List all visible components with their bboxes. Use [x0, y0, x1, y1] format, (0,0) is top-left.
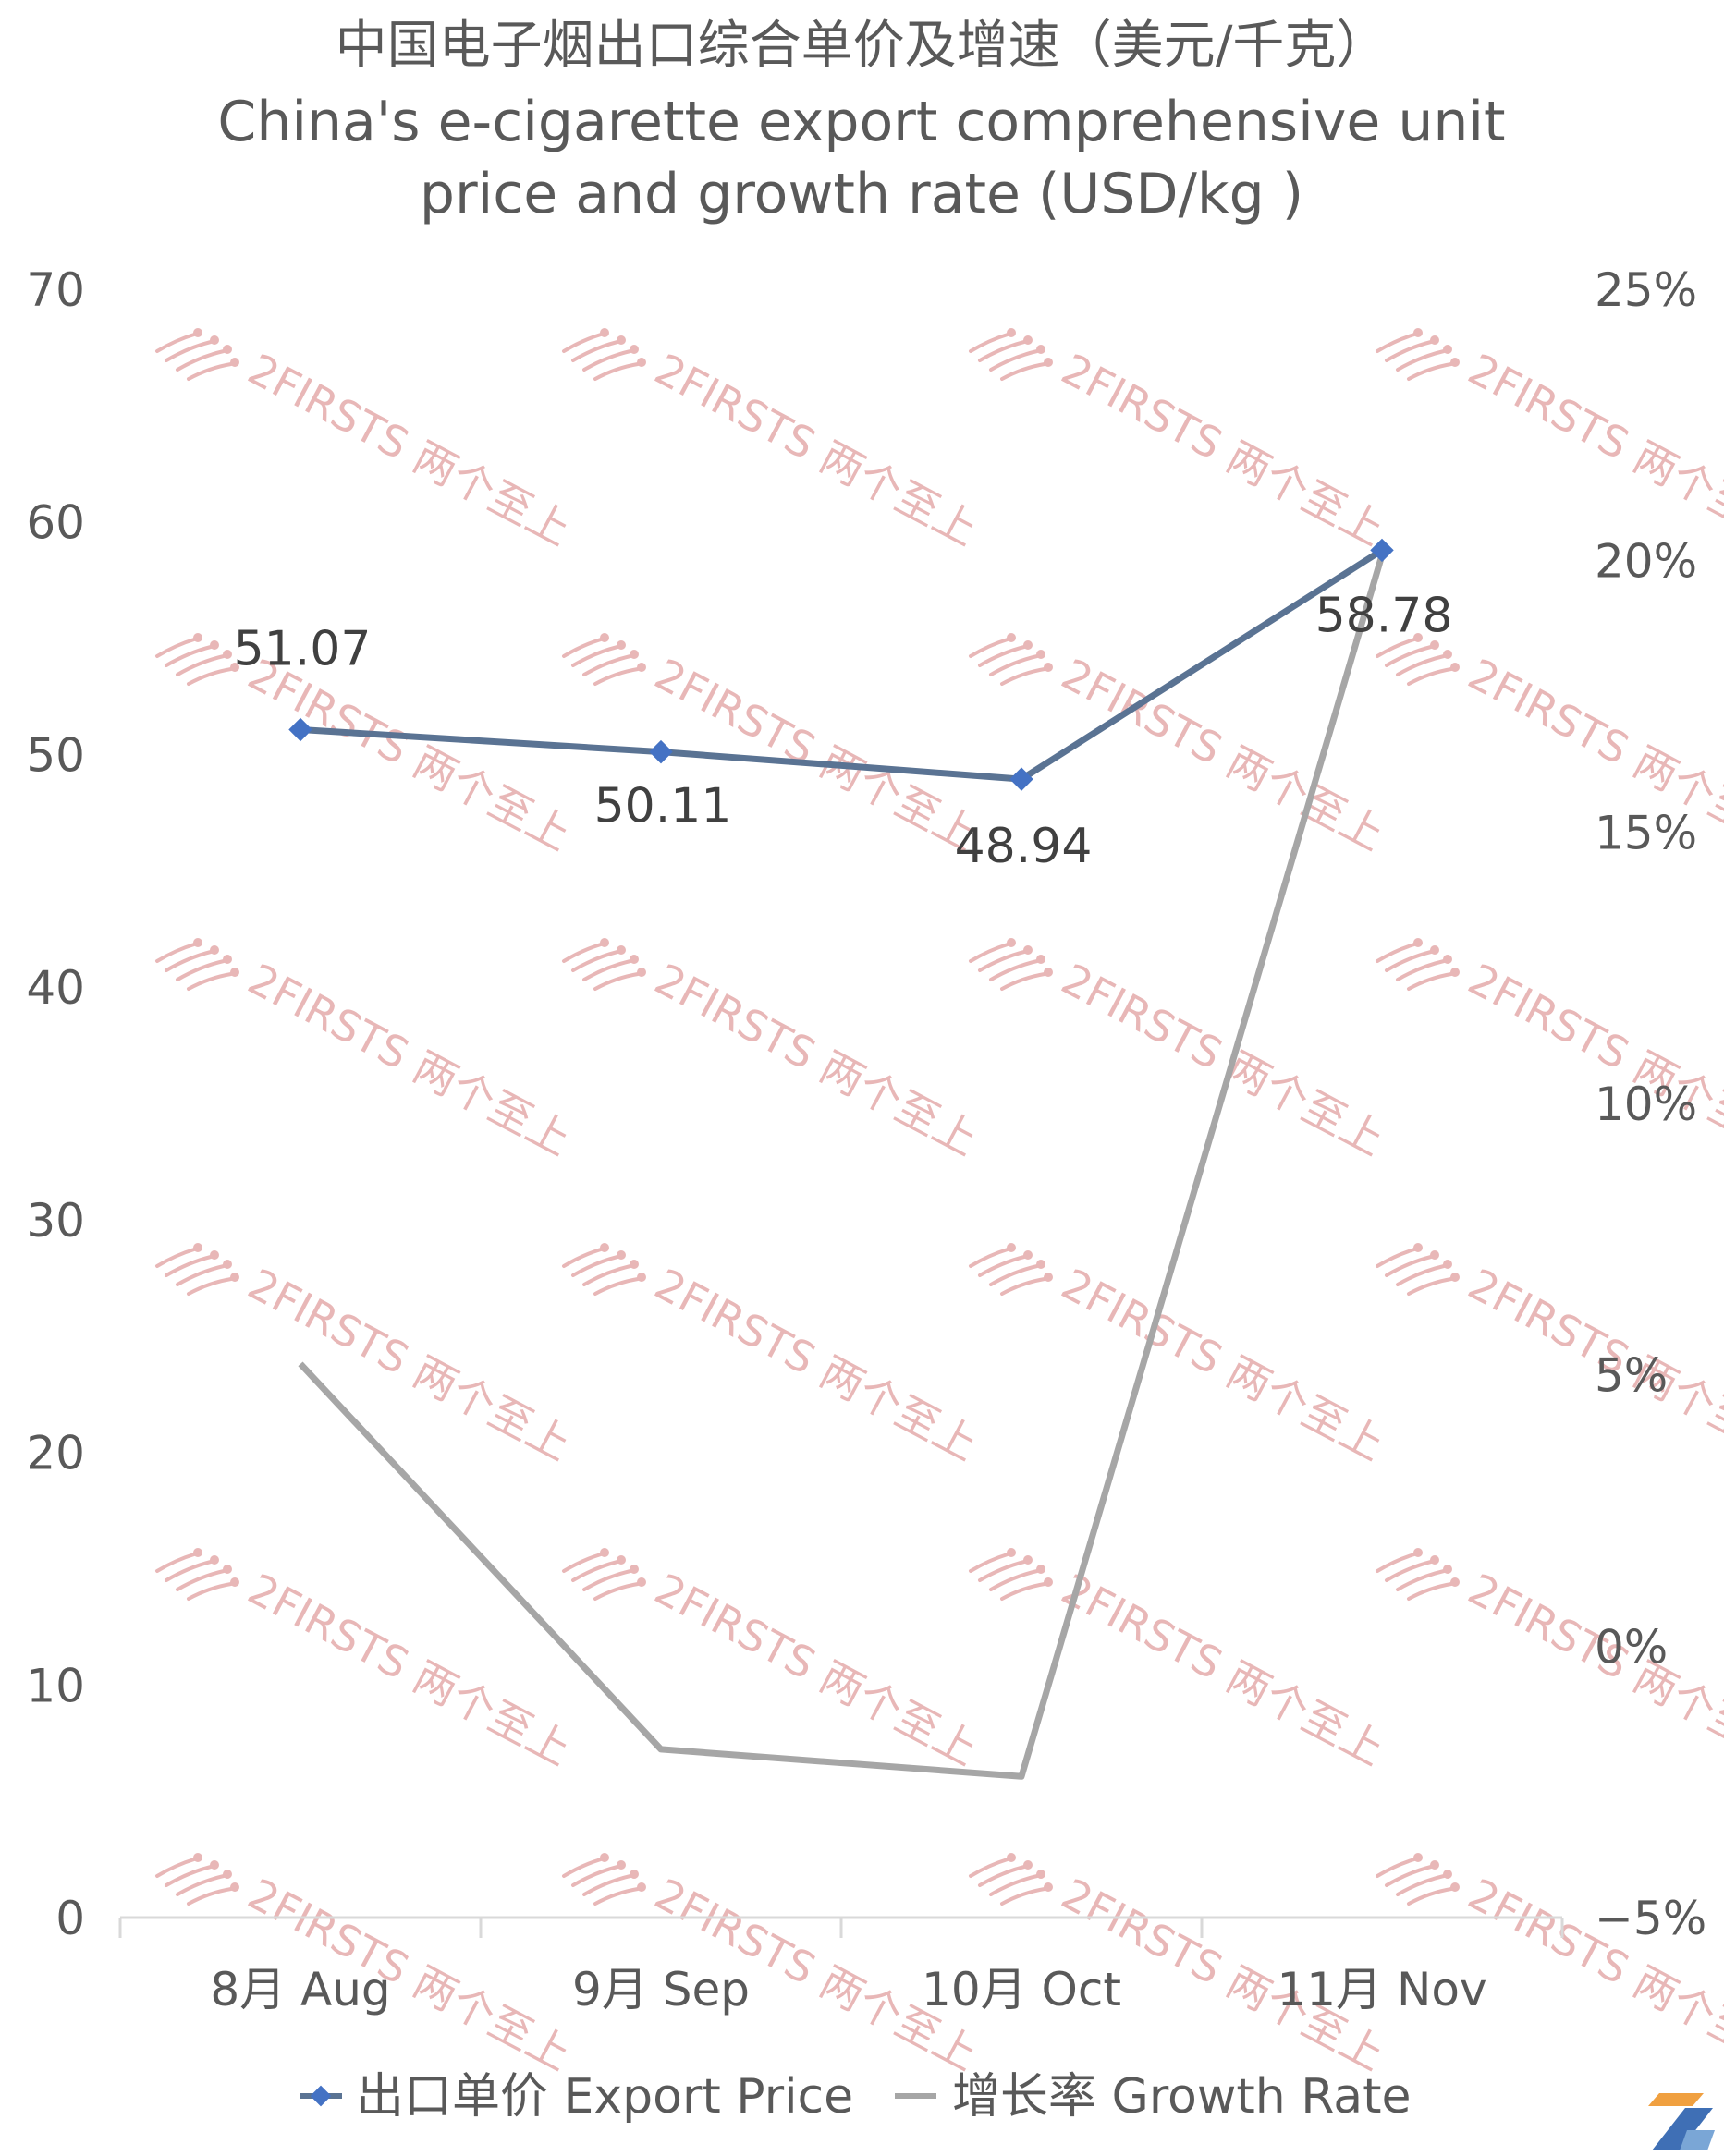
y-right-tick-label: 5% — [1595, 1349, 1668, 1403]
watermark-text: 2FIRSTS 两个至上 — [1461, 954, 1724, 1165]
export-price-point — [288, 717, 312, 742]
x-tick-label: 8月 Aug — [210, 1963, 390, 2016]
y-left-tick-label: 70 — [26, 263, 85, 317]
export-price-point — [649, 739, 673, 764]
watermark-tile: 2FIRSTS 两个至上 — [1376, 1546, 1724, 1775]
watermark-tile: 2FIRSTS 两个至上 — [969, 1241, 1393, 1470]
brand-logo — [1648, 2093, 1715, 2150]
legend-label-growth-rate: 增长率 Growth Rate — [952, 2069, 1412, 2125]
watermark-tile: 2FIRSTS 两个至上 — [562, 1546, 986, 1775]
chart-title-en-2: price and growth rate (USD/kg ) — [420, 162, 1303, 226]
y-right-tick-label: 10% — [1595, 1078, 1697, 1131]
watermark-tile: 2FIRSTS 两个至上 — [562, 1241, 986, 1470]
chart-title-cn: 中国电子烟出口综合单价及增速（美元/千克） — [336, 16, 1388, 76]
y-right-tick-label: 20% — [1595, 535, 1697, 589]
y-right-tick-label: 0% — [1595, 1620, 1668, 1674]
watermark-text: 2FIRSTS 两个至上 — [240, 344, 580, 555]
data-labels: 51.07 50.11 48.94 58.78 — [234, 588, 1453, 874]
watermark-tile: 2FIRSTS 两个至上 — [969, 936, 1393, 1165]
watermark-text: 2FIRSTS 两个至上 — [1054, 1564, 1393, 1775]
watermark-tile: 2FIRSTS 两个至上 — [562, 326, 986, 555]
watermark-text: 2FIRSTS 两个至上 — [647, 954, 986, 1165]
watermark-tile: 2FIRSTS 两个至上 — [155, 1546, 580, 1775]
y-left-tick-label: 60 — [26, 496, 85, 550]
chart-title: 中国电子烟出口综合单价及增速（美元/千克） China's e-cigarett… — [217, 16, 1505, 226]
export-price-data-label: 51.07 — [234, 621, 372, 676]
y-right-tick-label: 25% — [1595, 263, 1697, 317]
chart-title-en-1: China's e-cigarette export comprehensive… — [217, 90, 1505, 154]
legend-marker-export-price-diamond — [310, 2085, 332, 2107]
y-left-tick-label: 20 — [26, 1427, 85, 1480]
watermark-text: 2FIRSTS 两个至上 — [1461, 1259, 1724, 1470]
watermark-text: 2FIRSTS 两个至上 — [647, 1259, 986, 1470]
y-left-tick-label: 30 — [26, 1194, 85, 1248]
export-price-data-label: 58.78 — [1315, 588, 1453, 643]
y-left-tick-label: 40 — [26, 961, 85, 1015]
watermark-tile: 2FIRSTS 两个至上 — [969, 326, 1393, 555]
watermark-text: 2FIRSTS 两个至上 — [240, 1259, 580, 1470]
watermark-tile: 2FIRSTS 两个至上 — [1376, 936, 1724, 1165]
export-price-data-label: 48.94 — [955, 819, 1093, 874]
y-axis-left: 0 10 20 30 40 50 60 70 — [26, 263, 85, 1945]
watermark-text: 2FIRSTS 两个至上 — [1054, 1259, 1393, 1470]
legend: 出口单价 Export Price 增长率 Growth Rate — [300, 2069, 1412, 2125]
watermark-text: 2FIRSTS 两个至上 — [1054, 344, 1393, 555]
legend-label-export-price: 出口单价 Export Price — [356, 2069, 853, 2125]
x-axis: 8月 Aug 9月 Sep 10月 Oct 11月 Nov — [118, 1918, 1564, 2016]
watermark-text: 2FIRSTS 两个至上 — [647, 344, 986, 555]
series-line-growth-rate — [298, 554, 1386, 1780]
series-line-export-price — [300, 547, 1384, 783]
watermark-text: 2FIRSTS 两个至上 — [1461, 344, 1724, 555]
y-left-tick-label: 10 — [26, 1659, 85, 1712]
watermark-text: 2FIRSTS 两个至上 — [240, 1564, 580, 1775]
y-left-tick-label: 50 — [26, 728, 85, 782]
y-right-tick-label: −5% — [1595, 1892, 1706, 1945]
watermark-text: 2FIRSTS 两个至上 — [1054, 954, 1393, 1165]
watermark-text: 2FIRSTS 两个至上 — [240, 649, 580, 860]
watermark-tile: 2FIRSTS 两个至上 — [1376, 326, 1724, 555]
x-tick-label: 11月 Nov — [1277, 1963, 1486, 2016]
watermark-text: 2FIRSTS 两个至上 — [1461, 1564, 1724, 1775]
export-price-data-label: 50.11 — [594, 779, 732, 834]
x-tick-label: 10月 Oct — [922, 1963, 1121, 2016]
y-axis-right: −5% 0% 5% 10% 15% 20% 25% — [1595, 263, 1706, 1945]
watermark-tile: 2FIRSTS 两个至上 — [1376, 1241, 1724, 1470]
y-left-tick-label: 0 — [55, 1892, 85, 1945]
watermark-layer: 2FIRSTS 两个至上 2FIRSTS 两个至上 2FIRSTS 两个至上 2FIR… — [155, 326, 1724, 2080]
watermark-tile: 2FIRSTS 两个至上 — [562, 936, 986, 1165]
series-layer — [288, 538, 1394, 1780]
y-right-tick-label: 15% — [1595, 806, 1697, 859]
watermark-text: 2FIRSTS 两个至上 — [240, 954, 580, 1165]
x-tick-label: 9月 Sep — [572, 1963, 750, 2016]
watermark-tile: 2FIRSTS 两个至上 — [155, 936, 580, 1165]
watermark-tile: 2FIRSTS 两个至上 — [155, 326, 580, 555]
watermark-text: 2FIRSTS 两个至上 — [647, 1564, 986, 1775]
